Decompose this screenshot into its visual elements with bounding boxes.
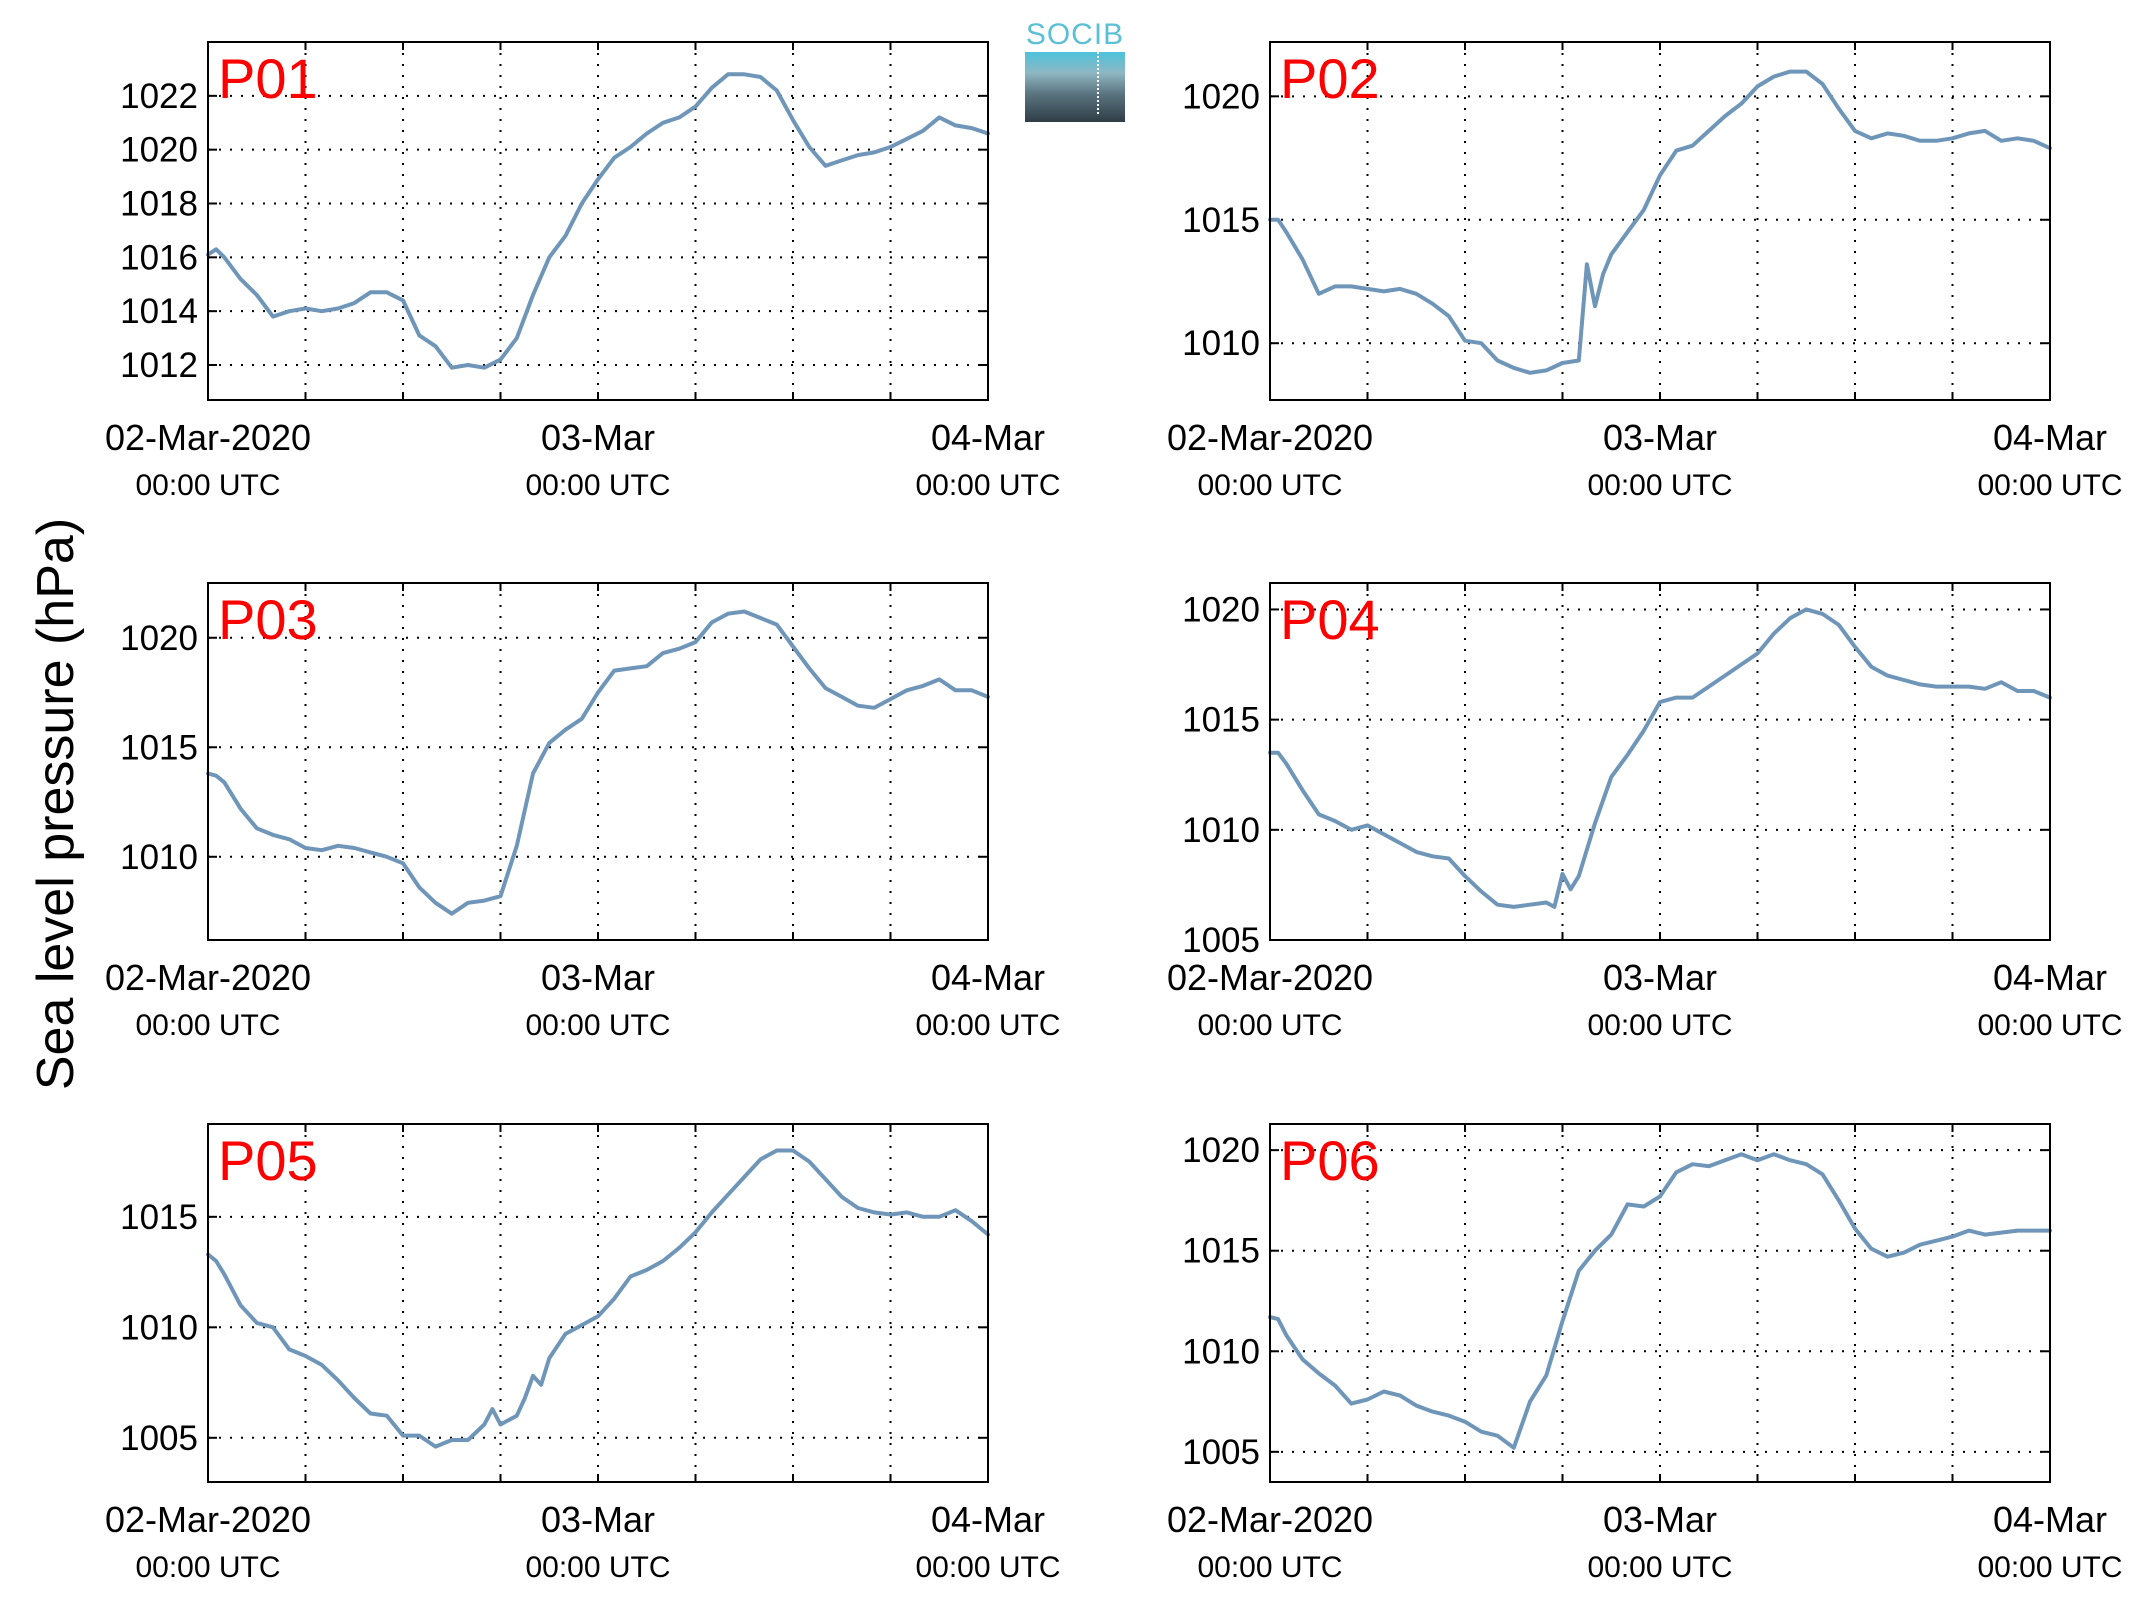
panel-label: P03 (218, 588, 318, 651)
y-tick-label: 1015 (1182, 1232, 1260, 1271)
y-axis-label: Sea level pressure (hPa) (27, 517, 85, 1091)
logo-dotted-line (1097, 52, 1099, 114)
x-tick-label-date: 03-Mar (1603, 957, 1717, 998)
y-tick-label: 1005 (120, 1419, 198, 1458)
series-line-p03 (206, 609, 990, 916)
x-tick-label-date: 03-Mar (541, 417, 655, 458)
x-tick-label-date: 04-Mar (931, 417, 1045, 458)
y-tick-label: 1020 (1182, 590, 1260, 629)
x-tick-label-date: 02-Mar-2020 (105, 417, 311, 458)
panel-label: P01 (218, 47, 318, 110)
series-line-p02 (1268, 69, 2052, 375)
y-tick-label: 1022 (120, 77, 198, 116)
panel-p01: 1012 1014 1016 1018 1020 1022 P01 02-Mar-2020 00… (105, 41, 1061, 502)
x-tick-label-time: 00:00 UTC (915, 1551, 1060, 1584)
x-tick-label-date: 02-Mar-2020 (1167, 957, 1373, 998)
x-tick-label-time: 00:00 UTC (1587, 469, 1732, 502)
y-tick-label: 1018 (120, 185, 198, 224)
y-tick-label: 1020 (120, 619, 198, 658)
x-tick-label-date: 02-Mar-2020 (1167, 417, 1373, 458)
x-tick-label-time: 00:00 UTC (525, 1009, 670, 1042)
series-line-p05 (206, 1148, 990, 1449)
x-tick-label-date: 04-Mar (1993, 1499, 2107, 1540)
y-tick-label: 1020 (1182, 1131, 1260, 1170)
x-tick-label-time: 00:00 UTC (1587, 1009, 1732, 1042)
axes-frame (1269, 1123, 2051, 1483)
x-tick-label-date: 04-Mar (931, 1499, 1045, 1540)
y-tick-label: 1010 (1182, 811, 1260, 850)
series-line-p01 (206, 72, 990, 370)
panel-label: P05 (218, 1129, 318, 1192)
series-line-p06 (1268, 1152, 2052, 1450)
x-tick-label-time: 00:00 UTC (135, 469, 280, 502)
x-tick-label-time: 00:00 UTC (1587, 1551, 1732, 1584)
x-tick-label-time: 00:00 UTC (1197, 1009, 1342, 1042)
panel-label: P02 (1280, 47, 1380, 110)
panel-p03: 1010 1015 1020 P03 02-Mar-2020 00:00 UTC 03-Ma… (105, 582, 1061, 1042)
logo-text: SOCIB (1025, 18, 1125, 51)
y-tick-label: 1016 (120, 238, 198, 277)
axes-frame (1269, 41, 2051, 401)
axes-frame (207, 41, 989, 401)
socib-logo: SOCIB (1025, 18, 1125, 122)
y-tick-label: 1014 (120, 292, 198, 331)
x-tick-label-date: 03-Mar (541, 957, 655, 998)
y-tick-label: 1015 (120, 728, 198, 767)
x-tick-label-date: 03-Mar (541, 1499, 655, 1540)
y-tick-label: 1010 (120, 1308, 198, 1347)
series-line-p04 (1268, 607, 2052, 909)
x-tick-label-date: 03-Mar (1603, 417, 1717, 458)
x-tick-label-time: 00:00 UTC (1977, 1009, 2122, 1042)
panel-label: P06 (1280, 1129, 1380, 1192)
x-tick-label-date: 04-Mar (931, 957, 1045, 998)
y-tick-label: 1010 (1182, 324, 1260, 363)
x-tick-label-time: 00:00 UTC (1197, 1551, 1342, 1584)
panel-p02: 1010 1015 1020 P02 02-Mar-2020 00:00 UTC 03-Ma… (1167, 41, 2123, 502)
panel-p05: 1005 1010 1015 P05 02-Mar-2020 00:00 UTC 03-Ma… (105, 1123, 1061, 1584)
x-tick-label-date: 04-Mar (1993, 957, 2107, 998)
x-tick-label-date: 03-Mar (1603, 1499, 1717, 1540)
x-tick-label-date: 02-Mar-2020 (105, 1499, 311, 1540)
y-tick-label: 1005 (1182, 1433, 1260, 1472)
axes-frame (1269, 582, 2051, 941)
x-tick-label-date: 02-Mar-2020 (105, 957, 311, 998)
x-tick-label-time: 00:00 UTC (525, 1551, 670, 1584)
x-tick-label-time: 00:00 UTC (135, 1551, 280, 1584)
y-tick-label: 1015 (120, 1198, 198, 1237)
y-tick-label: 1005 (1182, 921, 1260, 960)
x-tick-label-time: 00:00 UTC (1197, 469, 1342, 502)
axes-frame (207, 582, 989, 941)
y-tick-label: 1012 (120, 346, 198, 385)
x-tick-label-time: 00:00 UTC (915, 469, 1060, 502)
y-tick-label: 1020 (1182, 77, 1260, 116)
y-tick-label: 1015 (1182, 701, 1260, 740)
logo-graphic (1025, 52, 1125, 122)
panel-p04: 1005 1010 1015 1020 P04 02-Mar-2020 00:00 UTC 0… (1167, 582, 2123, 1042)
x-tick-label-time: 00:00 UTC (525, 469, 670, 502)
x-tick-label-date: 04-Mar (1993, 417, 2107, 458)
y-tick-label: 1010 (1182, 1332, 1260, 1371)
panel-p06: 1005 1010 1015 1020 P06 02-Mar-2020 00:00 UTC 0… (1167, 1123, 2123, 1584)
axes-frame (207, 1123, 989, 1483)
x-tick-label-time: 00:00 UTC (1977, 469, 2122, 502)
x-tick-label-time: 00:00 UTC (135, 1009, 280, 1042)
y-tick-label: 1015 (1182, 201, 1260, 240)
y-tick-label: 1020 (120, 131, 198, 170)
panel-label: P04 (1280, 588, 1380, 651)
x-tick-label-time: 00:00 UTC (1977, 1551, 2122, 1584)
x-tick-label-time: 00:00 UTC (915, 1009, 1060, 1042)
y-tick-label: 1010 (120, 838, 198, 877)
x-tick-label-date: 02-Mar-2020 (1167, 1499, 1373, 1540)
